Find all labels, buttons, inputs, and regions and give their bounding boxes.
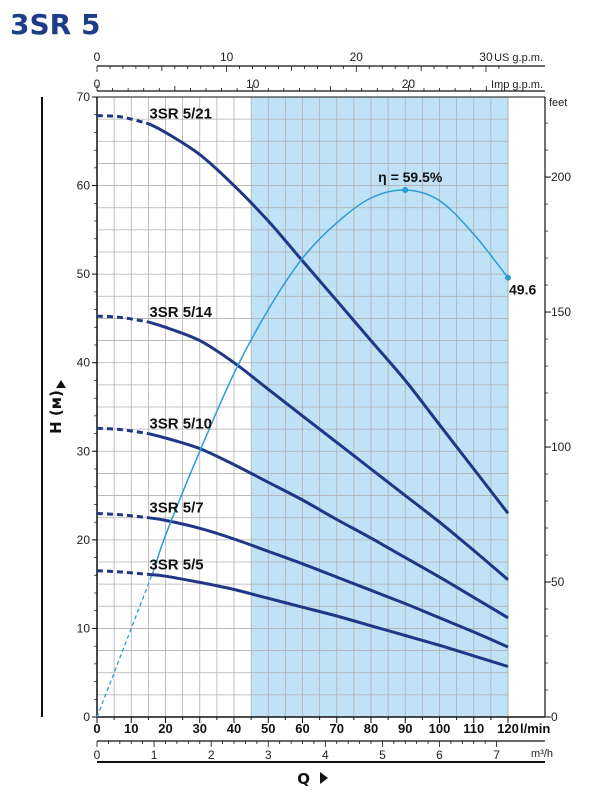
y-tick-label: 50 <box>77 267 91 281</box>
x-tick-label: 60 <box>295 721 309 736</box>
x-tick-label: 110 <box>463 721 484 736</box>
chart-grid <box>97 97 509 717</box>
x-tick-label: 30 <box>193 721 207 736</box>
head-curve <box>147 320 509 581</box>
us-gpm-tick-label: 20 <box>350 50 364 64</box>
feet-unit-label: feet <box>549 97 567 109</box>
feet-tick-label: 0 <box>551 710 558 724</box>
y-tick-label: 40 <box>77 356 91 370</box>
m3h-tick-label: 0 <box>94 748 101 762</box>
feet-tick-label: 50 <box>551 575 565 589</box>
series-label: 3SR 5/5 <box>149 556 203 573</box>
head-curve <box>148 432 509 620</box>
x-tick-label: 40 <box>227 721 241 736</box>
y-tick-label: 30 <box>77 444 91 458</box>
us-gpm-unit-label: US g.p.m. <box>494 52 543 64</box>
m3h-unit-label: m³/h <box>531 748 553 760</box>
head-curve-dashed <box>96 569 149 576</box>
imp-gpm-tick-label: 0 <box>94 77 101 91</box>
feet-tick-label: 100 <box>551 440 571 454</box>
m3h-tick-label: 4 <box>322 748 329 762</box>
us-gpm-tick-label: 10 <box>220 50 234 64</box>
chart-axes <box>41 65 551 763</box>
y-axis-arrow-icon <box>56 380 66 388</box>
m3h-tick-label: 2 <box>208 748 215 762</box>
x-tick-label: 10 <box>124 721 138 736</box>
m3h-tick-label: 3 <box>265 748 272 762</box>
x-tick-label: 120 <box>497 721 519 736</box>
imp-gpm-tick-label: 20 <box>402 77 416 91</box>
efficiency-end-point <box>505 274 511 281</box>
efficiency-dashed <box>96 566 156 718</box>
y-axis-title: H (м) <box>47 390 65 434</box>
m3h-tick-label: 7 <box>493 748 500 762</box>
x-tick-label: 100 <box>429 721 451 736</box>
feet-tick-label: 150 <box>551 305 571 319</box>
series-label: 3SR 5/10 <box>149 416 212 433</box>
us-gpm-tick-label: 30 <box>479 50 493 64</box>
head-curve-dashed <box>96 426 149 436</box>
series-label: 3SR 5/14 <box>149 304 212 321</box>
efficiency-curve <box>96 187 511 718</box>
efficiency-line <box>154 189 509 567</box>
y-tick-label: 70 <box>77 90 91 104</box>
head-curve <box>148 572 509 668</box>
head-curve-dashed <box>96 512 149 520</box>
x-unit-label: l/min <box>520 721 550 736</box>
x-tick-label: 50 <box>261 721 275 736</box>
head-curve <box>148 516 509 649</box>
y-tick-label: 60 <box>77 179 91 193</box>
x-tick-label: 0 <box>93 721 100 736</box>
us-gpm-tick-label: 0 <box>94 50 101 64</box>
imp-gpm-unit-label: Imp g.p.m. <box>491 79 543 91</box>
head-curve <box>147 122 510 515</box>
head-curve-dashed <box>96 114 149 126</box>
x-axis-title: Q <box>297 770 310 788</box>
efficiency-peak-label: η = 59.5% <box>378 169 443 185</box>
y-tick-label: 10 <box>77 621 91 635</box>
series-label: 3SR 5/7 <box>149 500 203 517</box>
m3h-tick-label: 6 <box>436 748 443 762</box>
y-tick-label: 20 <box>77 533 91 547</box>
y-tick-label: 0 <box>83 710 90 724</box>
series-label: 3SR 5/21 <box>149 106 212 123</box>
x-axis-arrow-icon <box>320 772 328 784</box>
imp-gpm-tick-label: 10 <box>246 77 260 91</box>
head-curve-dashed <box>96 314 149 324</box>
x-tick-label: 70 <box>330 721 344 736</box>
x-tick-label: 80 <box>364 721 378 736</box>
efficiency-peak-point <box>402 187 409 193</box>
x-tick-label: 90 <box>398 721 412 736</box>
x-tick-label: 20 <box>158 721 172 736</box>
feet-tick-label: 200 <box>551 170 571 184</box>
m3h-tick-label: 5 <box>379 748 386 762</box>
efficiency-end-label: 49.6 <box>509 282 536 298</box>
head-curves <box>96 114 510 668</box>
m3h-tick-label: 1 <box>151 748 158 762</box>
page-title: 3SR 5 <box>10 8 100 41</box>
